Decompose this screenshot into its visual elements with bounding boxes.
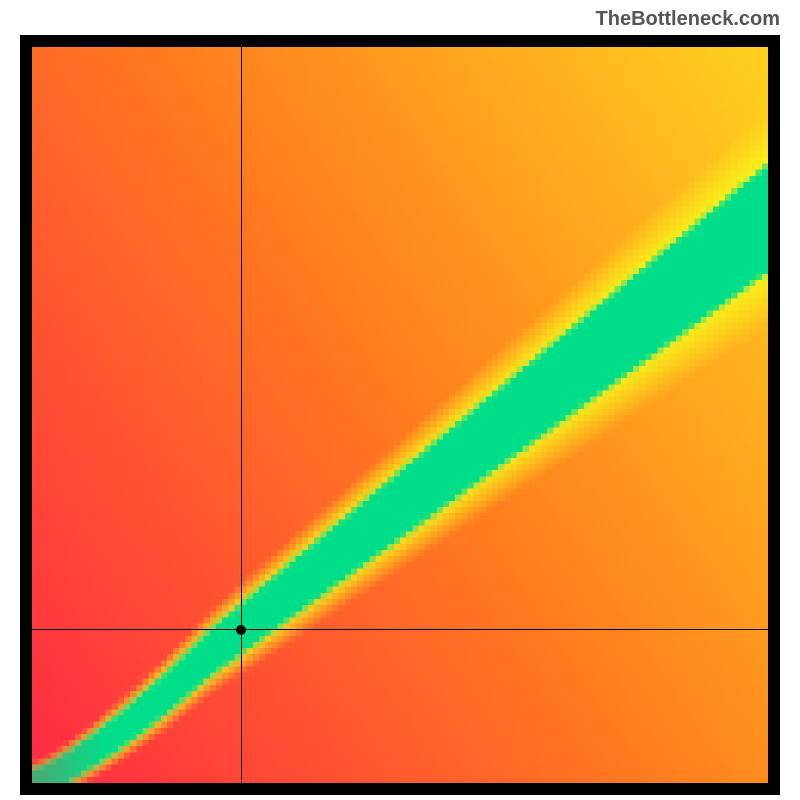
crosshair-horizontal xyxy=(32,629,768,630)
data-point-marker xyxy=(236,625,246,635)
heatmap-canvas xyxy=(32,47,768,783)
plot-frame xyxy=(20,35,780,795)
crosshair-vertical xyxy=(241,47,242,783)
brand-label: TheBottleneck.com xyxy=(596,8,780,31)
container: TheBottleneck.com xyxy=(0,0,800,800)
